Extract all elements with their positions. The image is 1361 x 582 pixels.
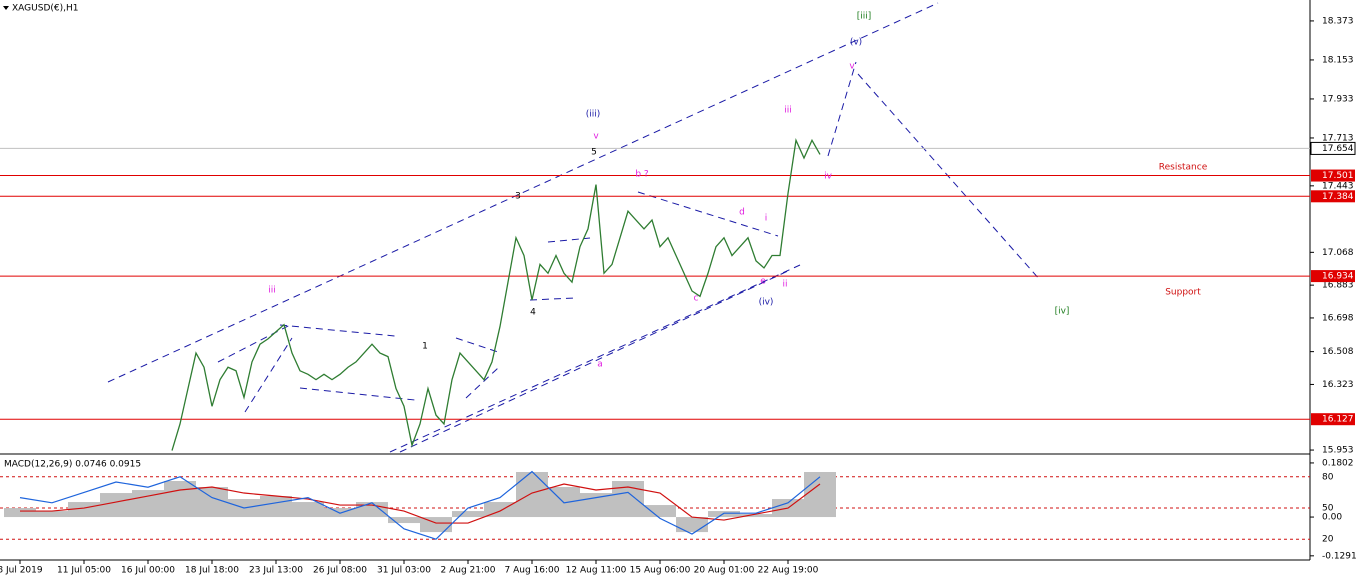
macd-bar bbox=[452, 511, 484, 518]
wave-label: a bbox=[597, 360, 603, 370]
macd-bar bbox=[484, 502, 516, 518]
x-tick-label: 18 Jul 18:00 bbox=[185, 566, 239, 576]
macd-bar bbox=[196, 487, 228, 518]
y2-tick-label: 80 bbox=[1322, 472, 1334, 482]
macd-bar bbox=[100, 493, 132, 518]
price-line bbox=[171, 137, 821, 451]
y-tick-label: 16.508 bbox=[1322, 347, 1354, 357]
macd-bar bbox=[420, 517, 452, 533]
signal-line bbox=[20, 483, 821, 524]
level-label: 17.384 bbox=[1322, 192, 1354, 202]
macd-bar bbox=[516, 472, 548, 518]
x-tick-label: 20 Aug 01:00 bbox=[694, 566, 755, 576]
y-tick-label: 17.068 bbox=[1322, 248, 1354, 258]
level-label: 16.934 bbox=[1322, 272, 1354, 282]
y-tick-label: 16.883 bbox=[1322, 281, 1354, 291]
level-label: 16.127 bbox=[1322, 415, 1354, 425]
y-tick-label: 17.713 bbox=[1322, 133, 1354, 143]
x-tick-label: 2 Aug 21:00 bbox=[441, 566, 496, 576]
wave-label: v bbox=[593, 132, 599, 142]
wave-label: 5 bbox=[591, 148, 597, 158]
x-tick-label: 22 Aug 19:00 bbox=[758, 566, 819, 576]
wave-label: e bbox=[760, 277, 766, 287]
y-tick-label: 0.1802 bbox=[1322, 458, 1354, 468]
wave-label: 1 bbox=[422, 342, 428, 352]
level-label: 17.501 bbox=[1322, 171, 1354, 181]
x-tick-label: 8 Jul 2019 bbox=[0, 566, 43, 576]
macd-bar bbox=[36, 511, 68, 518]
wave-label: 3 bbox=[515, 192, 521, 202]
level-box bbox=[1311, 169, 1355, 182]
macd-bar bbox=[708, 511, 740, 518]
macd-bar bbox=[68, 502, 100, 518]
trend-lines bbox=[107, 2, 1041, 453]
x-tick-label: 15 Aug 06:00 bbox=[630, 566, 691, 576]
macd-bar bbox=[580, 493, 612, 518]
title-arrow bbox=[3, 6, 9, 10]
macd-bar bbox=[356, 502, 388, 518]
oscillator-line bbox=[19, 470, 821, 540]
chart-title: XAGUSD(€),H1 bbox=[12, 4, 78, 14]
wave-label: (iv) bbox=[759, 298, 774, 308]
macd-bar bbox=[676, 517, 708, 533]
macd-bar bbox=[804, 472, 836, 518]
macd-bar bbox=[644, 505, 676, 518]
y-tick-label: 16.698 bbox=[1322, 313, 1354, 323]
x-tick-label: 23 Jul 13:00 bbox=[249, 566, 303, 576]
wave-label: c bbox=[694, 294, 699, 304]
wave-label: iv bbox=[824, 172, 833, 182]
wave-label: i bbox=[765, 214, 768, 224]
wave-label: b ? bbox=[635, 170, 649, 180]
y-tick-label: -0.1291 bbox=[1322, 551, 1357, 561]
wave-label: v bbox=[849, 62, 855, 72]
y2-tick-label: 50 bbox=[1322, 504, 1334, 514]
macd-bar bbox=[260, 496, 292, 518]
wave-label: (v) bbox=[850, 38, 862, 48]
macd-bar bbox=[740, 514, 772, 518]
level-box bbox=[1311, 190, 1355, 203]
x-tick-label: 7 Aug 16:00 bbox=[505, 566, 560, 576]
level-box bbox=[1311, 413, 1355, 426]
x-tick-label: 12 Aug 11:00 bbox=[566, 566, 627, 576]
wave-label: (iii) bbox=[586, 110, 601, 120]
wave-label: Resistance bbox=[1159, 163, 1208, 173]
x-tick-label: 26 Jul 08:00 bbox=[313, 566, 367, 576]
x-tick-label: 16 Jul 00:00 bbox=[121, 566, 175, 576]
y-tick-label: 0.00 bbox=[1322, 513, 1342, 523]
wave-label: Support bbox=[1165, 288, 1201, 298]
macd-title: MACD(12,26,9) 0.0746 0.0915 bbox=[4, 460, 141, 470]
wave-label: iii bbox=[268, 286, 276, 296]
y-tick-label: 15.953 bbox=[1322, 446, 1354, 456]
level-box bbox=[1311, 270, 1355, 283]
macd-bar bbox=[4, 508, 36, 518]
wave-label: d bbox=[739, 208, 745, 218]
y-tick-label: 18.153 bbox=[1322, 55, 1354, 65]
wave-label: iii bbox=[784, 106, 792, 116]
macd-bar bbox=[388, 517, 420, 524]
current-price-label: 17.654 bbox=[1322, 144, 1354, 154]
y-tick-label: 17.443 bbox=[1322, 181, 1354, 191]
macd-bar bbox=[292, 502, 324, 518]
y-tick-label: 17.933 bbox=[1322, 94, 1354, 104]
wave-label: ii bbox=[782, 280, 787, 290]
x-tick-label: 31 Jul 03:00 bbox=[377, 566, 431, 576]
y-tick-label: 18.373 bbox=[1322, 16, 1354, 26]
current-price-box bbox=[1310, 141, 1356, 155]
wave-label: 4 bbox=[530, 308, 536, 318]
wave-label: [iv] bbox=[1055, 307, 1070, 317]
macd-bar bbox=[164, 481, 196, 518]
wave-label: [iii] bbox=[857, 12, 872, 22]
y-tick-label: 16.323 bbox=[1322, 380, 1354, 390]
x-tick-label: 11 Jul 05:00 bbox=[57, 566, 111, 576]
y2-tick-label: 20 bbox=[1322, 535, 1334, 545]
